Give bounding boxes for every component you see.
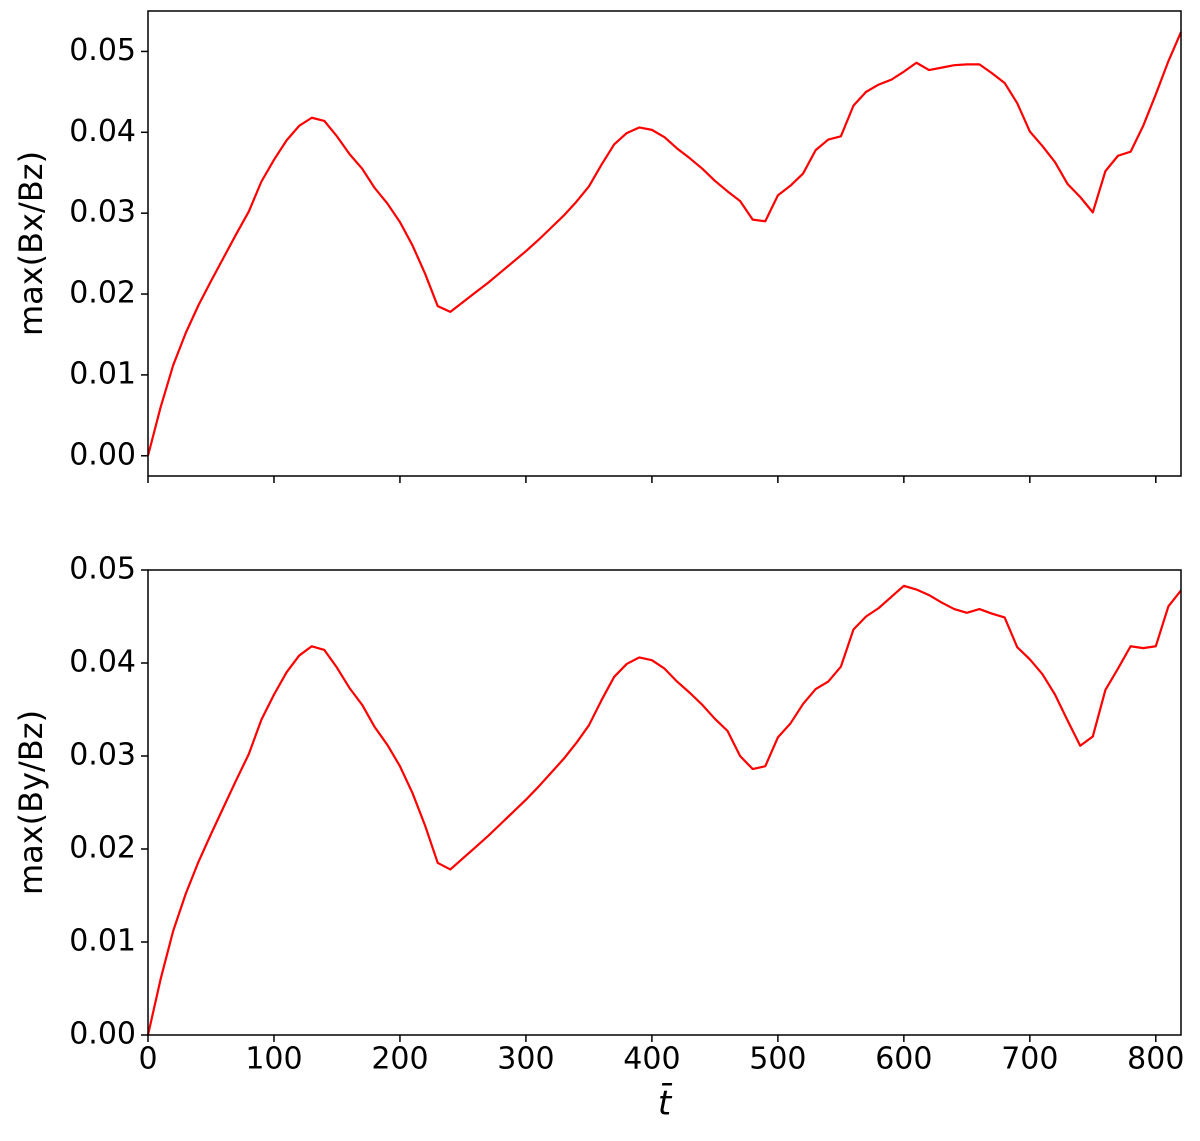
y-axis-label: max(By/Bz) (12, 710, 50, 895)
x-tick-label: 800 (1127, 1042, 1184, 1077)
y-tick-label: 0.04 (69, 114, 136, 149)
x-tick-label: 700 (1001, 1042, 1058, 1077)
x-tick-label: 100 (245, 1042, 302, 1077)
x-tick-label: 600 (875, 1042, 932, 1077)
x-tick-label: 200 (371, 1042, 428, 1077)
x-tick-label: 400 (623, 1042, 680, 1077)
y-tick-label: 0.03 (69, 738, 136, 773)
y-tick-label: 0.02 (69, 276, 136, 311)
y-tick-label: 0.02 (69, 831, 136, 866)
y-tick-label: 0.05 (69, 552, 136, 587)
x-tick-label: 0 (138, 1042, 157, 1077)
y-tick-label: 0.00 (69, 437, 136, 472)
x-axis-label: t̄ (658, 1082, 673, 1123)
y-tick-label: 0.01 (69, 356, 136, 391)
plot-frame (147, 569, 1182, 1036)
y-tick-label: 0.04 (69, 645, 136, 680)
data-line (146, 584, 1182, 1036)
y-axis-label: max(Bx/Bz) (12, 151, 50, 336)
plot-frame (147, 10, 1182, 477)
data-line (146, 31, 1183, 457)
y-tick-label: 0.00 (69, 1017, 136, 1052)
x-tick-label: 300 (497, 1042, 554, 1077)
y-tick-label: 0.05 (69, 33, 136, 68)
x-tick-label: 500 (749, 1042, 806, 1077)
y-tick-label: 0.03 (69, 195, 136, 230)
y-tick-label: 0.01 (69, 924, 136, 959)
